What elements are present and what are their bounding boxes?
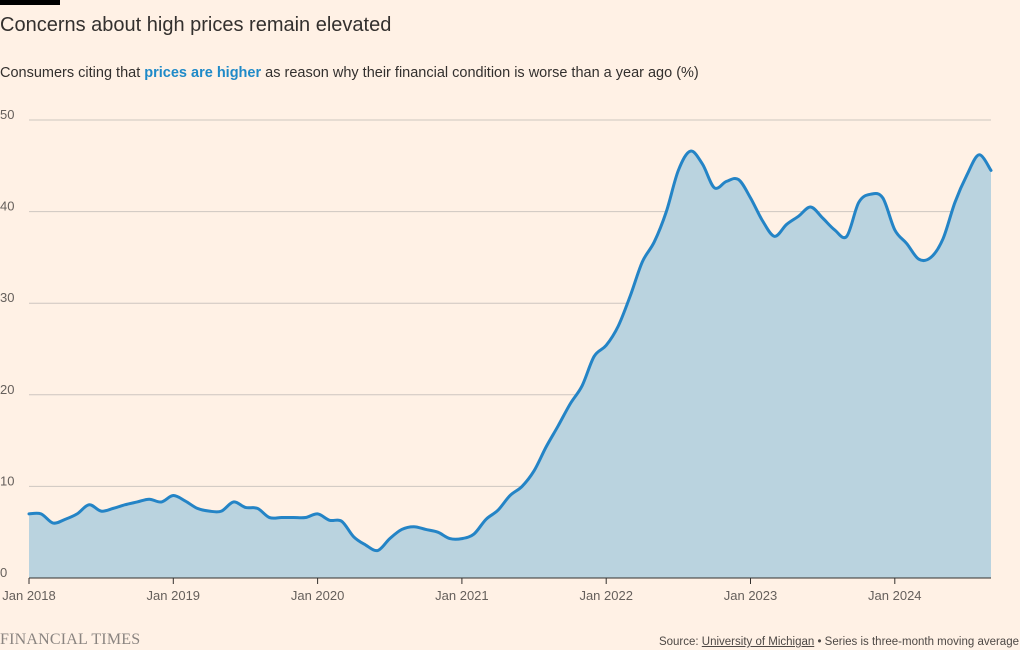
source-note: Source: University of Michigan • Series … xyxy=(659,636,1019,648)
source-link[interactable]: University of Michigan xyxy=(701,636,815,648)
y-tick-label: 20 xyxy=(0,382,14,397)
subtitle-text-pre: Consumers citing that xyxy=(0,65,145,81)
x-tick-label: Jan 2022 xyxy=(579,588,633,603)
source-series-note: • Series is three-month moving average xyxy=(814,636,1019,648)
ft-brand-bar xyxy=(0,0,60,5)
x-tick-label: Jan 2024 xyxy=(868,588,922,603)
x-tick-label: Jan 2019 xyxy=(147,588,201,603)
series-area-prices-are-higher xyxy=(29,151,991,578)
y-tick-label: 30 xyxy=(0,290,14,305)
y-tick-label: 40 xyxy=(0,199,14,214)
ft-logo-text: FINANCIAL TIMES xyxy=(0,631,141,648)
x-ticks xyxy=(28,578,896,584)
x-tick-labels: Jan 2018 Jan 2019 Jan 2020 Jan 2021 Jan 2022… xyxy=(2,588,921,603)
series-line-prices-are-higher xyxy=(27,149,993,553)
x-tick-label: Jan 2020 xyxy=(291,588,345,603)
y-tick-label: 10 xyxy=(0,473,14,488)
chart-title: Concerns about high prices remain elevat… xyxy=(0,14,392,36)
x-tick-label: Jan 2018 xyxy=(2,588,56,603)
subtitle-series-highlight: prices are higher xyxy=(144,65,262,81)
subtitle-text-post: as reason why their financial condition … xyxy=(261,65,699,81)
x-tick-label: Jan 2023 xyxy=(724,588,778,603)
source-label: Source: xyxy=(658,636,702,648)
x-tick-label: Jan 2021 xyxy=(435,588,489,603)
y-tick-label: 50 xyxy=(0,107,14,122)
chart-subtitle: Consumers citing that prices are higher … xyxy=(0,65,699,81)
y-tick-label: 0 xyxy=(0,565,7,580)
y-tick-labels: 0 10 20 30 40 50 xyxy=(0,107,14,580)
